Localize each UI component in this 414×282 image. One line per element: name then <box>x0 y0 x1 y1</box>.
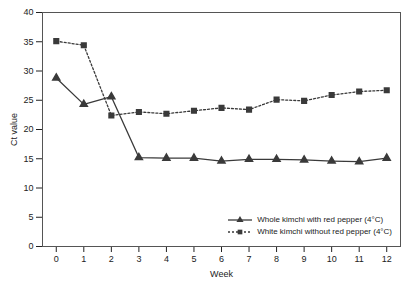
svg-text:0: 0 <box>54 254 59 264</box>
svg-text:5: 5 <box>28 212 33 222</box>
svg-text:10: 10 <box>327 254 337 264</box>
html-text:Whole kimchi with red pepper (: Whole kimchi with red pepper (4°C) <box>257 215 384 224</box>
svg-text:Ct value: Ct value <box>9 113 19 146</box>
svg-text:1: 1 <box>81 254 86 264</box>
svg-text:3: 3 <box>136 254 141 264</box>
html-text:White kimchi without red peppe: White kimchi without red pepper (4°C) <box>257 227 392 236</box>
svg-text:20: 20 <box>23 124 33 134</box>
svg-text:7: 7 <box>247 254 252 264</box>
svg-text:15: 15 <box>23 154 33 164</box>
svg-text:8: 8 <box>274 254 279 264</box>
svg-text:10: 10 <box>23 183 33 193</box>
svg-text:30: 30 <box>23 66 33 76</box>
svg-text:Week: Week <box>210 269 233 279</box>
svg-text:9: 9 <box>302 254 307 264</box>
svg-text:12: 12 <box>382 254 392 264</box>
svg-text:5: 5 <box>191 254 196 264</box>
svg-text:6: 6 <box>219 254 224 264</box>
svg-text:35: 35 <box>23 37 33 47</box>
svg-text:11: 11 <box>355 254 364 264</box>
svg-text:2: 2 <box>109 254 114 264</box>
svg-text:4: 4 <box>164 254 169 264</box>
svg-text:25: 25 <box>23 95 33 105</box>
svg-text:0: 0 <box>28 241 33 251</box>
svg-text:40: 40 <box>23 7 33 17</box>
